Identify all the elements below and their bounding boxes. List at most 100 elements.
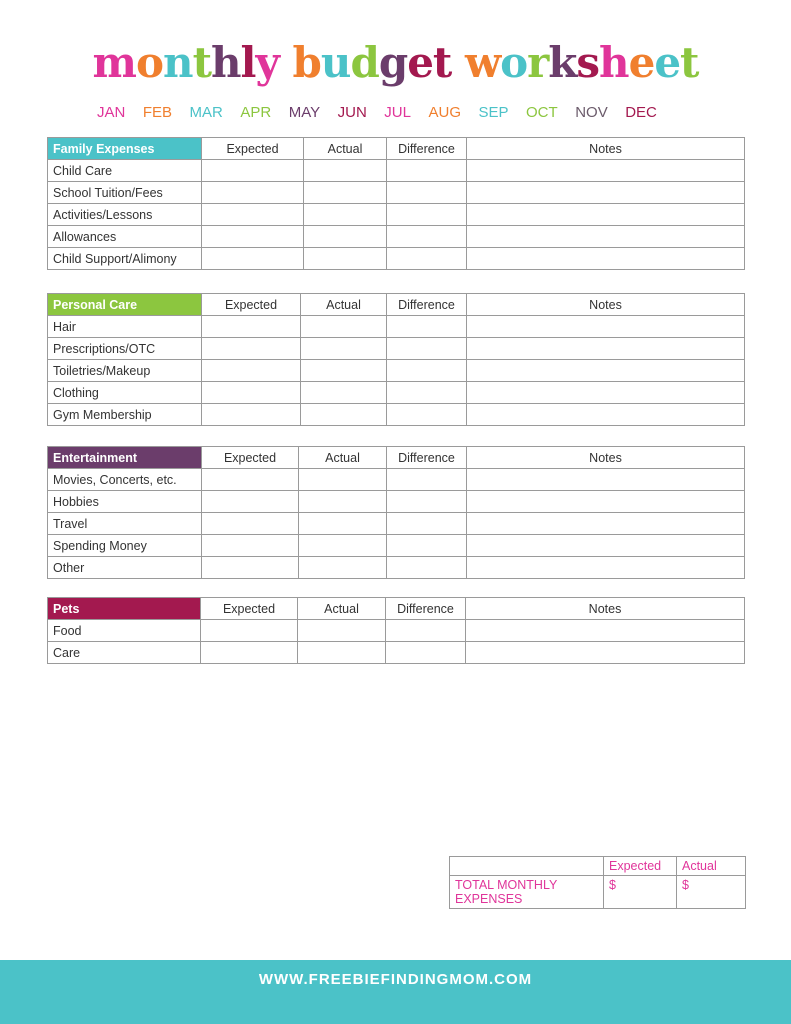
cell-expected[interactable] bbox=[201, 403, 301, 426]
cell-difference[interactable] bbox=[386, 468, 467, 491]
month-nov[interactable]: NOV bbox=[575, 104, 608, 121]
cell-actual[interactable] bbox=[303, 225, 387, 248]
cell-difference[interactable] bbox=[386, 490, 467, 513]
cell-difference[interactable] bbox=[386, 359, 467, 382]
cell-actual[interactable] bbox=[303, 247, 387, 270]
column-header-expected: Expected bbox=[201, 293, 301, 316]
cell-actual[interactable] bbox=[300, 403, 387, 426]
title-letter: o bbox=[136, 38, 164, 87]
cell-difference[interactable] bbox=[386, 203, 467, 226]
cell-difference[interactable] bbox=[386, 225, 467, 248]
cell-expected[interactable] bbox=[201, 181, 304, 204]
cell-actual[interactable] bbox=[298, 512, 387, 535]
cell-notes[interactable] bbox=[466, 381, 745, 404]
cell-notes[interactable] bbox=[466, 247, 745, 270]
row-label: Food bbox=[47, 619, 201, 642]
cell-expected[interactable] bbox=[201, 490, 299, 513]
cell-notes[interactable] bbox=[466, 359, 745, 382]
title-letter: k bbox=[548, 38, 577, 87]
cell-actual[interactable] bbox=[298, 490, 387, 513]
column-header-actual: Actual bbox=[303, 137, 387, 160]
cell-actual[interactable] bbox=[297, 641, 386, 664]
month-mar[interactable]: MAR bbox=[189, 104, 223, 121]
cell-actual[interactable] bbox=[298, 534, 387, 557]
month-jul[interactable]: JUL bbox=[384, 104, 411, 121]
cell-difference[interactable] bbox=[386, 534, 467, 557]
cell-actual[interactable] bbox=[300, 381, 387, 404]
total-expected-value[interactable]: $ bbox=[603, 875, 677, 909]
month-jun[interactable]: JUN bbox=[337, 104, 367, 121]
cell-difference[interactable] bbox=[386, 247, 467, 270]
month-jan[interactable]: JAN bbox=[97, 104, 126, 121]
cell-actual[interactable] bbox=[297, 619, 386, 642]
cell-expected[interactable] bbox=[201, 159, 304, 182]
cell-difference[interactable] bbox=[386, 181, 467, 204]
cell-notes[interactable] bbox=[466, 159, 745, 182]
cell-expected[interactable] bbox=[201, 247, 304, 270]
row-label: Hair bbox=[47, 315, 202, 338]
column-header-actual: Actual bbox=[300, 293, 387, 316]
title-letter: b bbox=[292, 38, 322, 87]
column-header-expected: Expected bbox=[200, 597, 298, 620]
cell-difference[interactable] bbox=[386, 403, 467, 426]
month-may[interactable]: MAY bbox=[288, 104, 321, 121]
cell-difference[interactable] bbox=[386, 315, 467, 338]
cell-expected[interactable] bbox=[201, 381, 301, 404]
cell-expected[interactable] bbox=[200, 641, 298, 664]
title-letter: t bbox=[432, 38, 452, 87]
cell-notes[interactable] bbox=[466, 225, 745, 248]
cell-notes[interactable] bbox=[466, 468, 745, 491]
cell-expected[interactable] bbox=[201, 203, 304, 226]
title-letter: n bbox=[163, 38, 194, 87]
cell-expected[interactable] bbox=[201, 512, 299, 535]
cell-notes[interactable] bbox=[466, 203, 745, 226]
cell-notes[interactable] bbox=[465, 641, 745, 664]
cell-difference[interactable] bbox=[385, 619, 466, 642]
cell-notes[interactable] bbox=[466, 181, 745, 204]
cell-expected[interactable] bbox=[201, 468, 299, 491]
cell-expected[interactable] bbox=[201, 315, 301, 338]
cell-difference[interactable] bbox=[386, 556, 467, 579]
cell-actual[interactable] bbox=[300, 337, 387, 360]
cell-notes[interactable] bbox=[466, 490, 745, 513]
title-letter: t bbox=[192, 38, 212, 87]
cell-expected[interactable] bbox=[201, 337, 301, 360]
row-label: Gym Membership bbox=[47, 403, 202, 426]
month-aug[interactable]: AUG bbox=[428, 104, 461, 121]
total-actual-value[interactable]: $ bbox=[676, 875, 746, 909]
cell-difference[interactable] bbox=[386, 159, 467, 182]
cell-actual[interactable] bbox=[298, 556, 387, 579]
row-label: Other bbox=[47, 556, 202, 579]
month-feb[interactable]: FEB bbox=[142, 104, 173, 121]
month-sep[interactable]: SEP bbox=[478, 104, 509, 121]
cell-difference[interactable] bbox=[386, 512, 467, 535]
cell-expected[interactable] bbox=[201, 556, 299, 579]
cell-notes[interactable] bbox=[466, 534, 745, 557]
cell-notes[interactable] bbox=[465, 619, 745, 642]
cell-actual[interactable] bbox=[300, 359, 387, 382]
month-selector: JAN FEB MAR APR MAY JUN JUL AUG SEP OCT NOV DEC bbox=[97, 104, 657, 121]
cell-notes[interactable] bbox=[466, 337, 745, 360]
cell-actual[interactable] bbox=[303, 203, 387, 226]
cell-actual[interactable] bbox=[298, 468, 387, 491]
cell-difference[interactable] bbox=[386, 381, 467, 404]
cell-notes[interactable] bbox=[466, 403, 745, 426]
cell-difference[interactable] bbox=[385, 641, 466, 664]
table-row: Hair bbox=[47, 315, 745, 338]
column-header-expected: Expected bbox=[201, 137, 304, 160]
month-apr[interactable]: APR bbox=[240, 104, 272, 121]
month-oct[interactable]: OCT bbox=[526, 104, 558, 121]
cell-actual[interactable] bbox=[303, 181, 387, 204]
month-dec[interactable]: DEC bbox=[625, 104, 657, 121]
cell-actual[interactable] bbox=[300, 315, 387, 338]
cell-notes[interactable] bbox=[466, 315, 745, 338]
cell-difference[interactable] bbox=[386, 337, 467, 360]
title-letter: o bbox=[500, 38, 528, 87]
cell-notes[interactable] bbox=[466, 512, 745, 535]
cell-expected[interactable] bbox=[201, 359, 301, 382]
cell-expected[interactable] bbox=[201, 534, 299, 557]
cell-actual[interactable] bbox=[303, 159, 387, 182]
cell-expected[interactable] bbox=[200, 619, 298, 642]
cell-notes[interactable] bbox=[466, 556, 745, 579]
cell-expected[interactable] bbox=[201, 225, 304, 248]
